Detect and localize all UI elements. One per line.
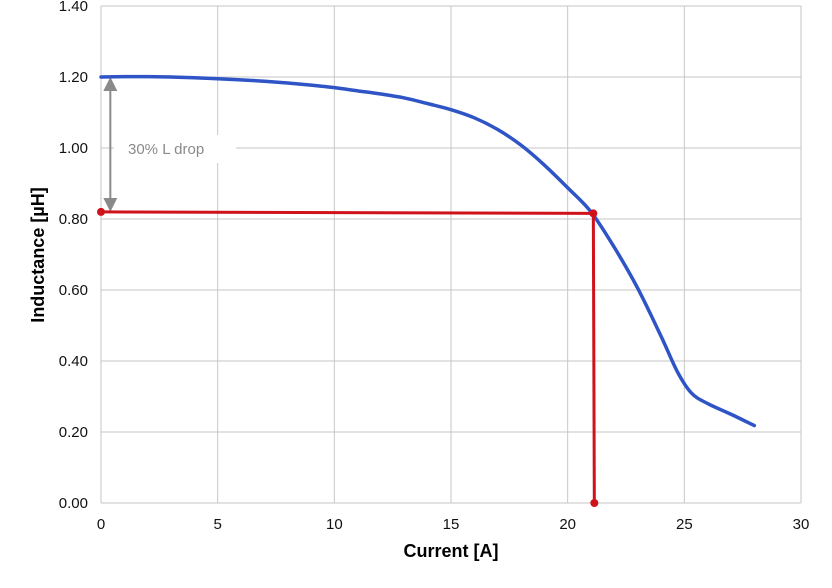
drop-annotation-label: 30% L drop [128,141,204,158]
x-tick-labels: 0 5 10 15 20 25 30 [97,516,810,533]
x-tick-label: 5 [213,516,221,533]
y-tick-label: 0.60 [59,282,88,299]
y-tick-labels: 0.00 0.20 0.40 0.60 0.80 1.00 1.20 1.40 [59,0,88,512]
y-tick-label: 1.00 [59,140,88,157]
x-axis-title: Current [A] [404,541,499,561]
x-tick-label: 25 [676,516,693,533]
x-tick-label: 30 [793,516,810,533]
x-tick-label: 10 [326,516,343,533]
x-tick-label: 15 [443,516,460,533]
y-tick-label: 1.40 [59,0,88,15]
annotation-background [114,135,236,163]
inductance-curve [99,74,757,428]
red-point-y-axis [97,207,105,216]
red-current-line [591,211,596,504]
red-point-x-axis [590,499,599,507]
y-tick-label: 0.20 [59,424,88,441]
red-level-line [100,210,594,215]
y-tick-label: 0.40 [59,353,88,370]
y-tick-label: 0.00 [59,495,88,512]
red-point-intersection [589,209,598,218]
x-tick-label: 0 [97,516,105,533]
x-tick-label: 20 [559,516,576,533]
y-axis-title: Inductance [µH] [28,187,48,322]
y-tick-label: 1.20 [59,69,88,86]
y-tick-label: 0.80 [59,211,88,228]
grid [100,5,802,504]
